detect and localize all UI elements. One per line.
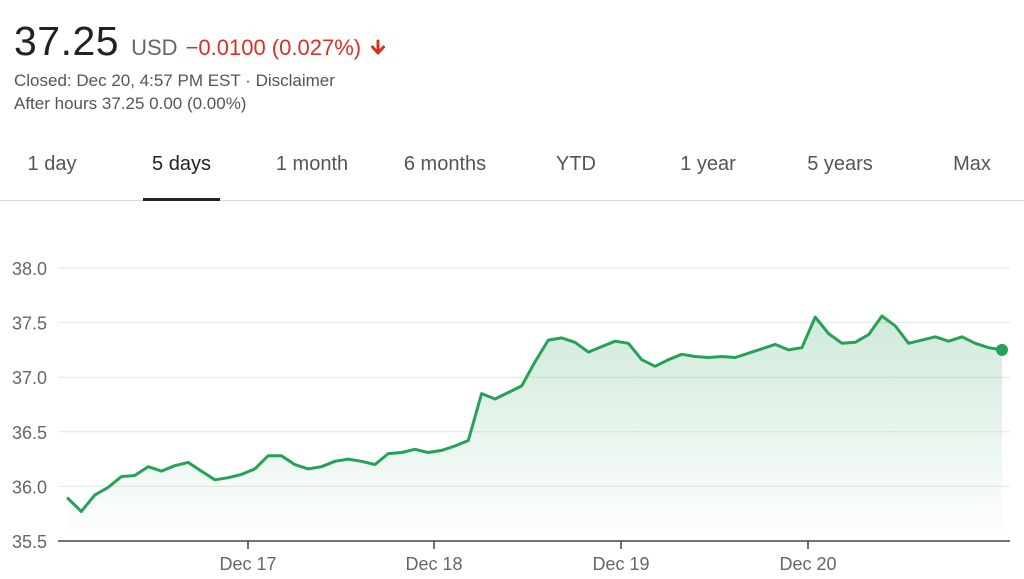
tab-1-day[interactable]: 1 day xyxy=(0,128,104,200)
tab-1-month[interactable]: 1 month xyxy=(250,128,374,200)
after-hours-info: After hours 37.25 0.00 (0.00%) xyxy=(14,94,247,113)
y-tick-label: 35.5 xyxy=(12,532,47,552)
active-tab-indicator xyxy=(143,198,220,201)
tab-label: 1 day xyxy=(27,152,77,175)
last-price-marker xyxy=(996,343,1008,356)
y-tick-label: 36.5 xyxy=(12,423,47,443)
tab-5-years[interactable]: 5 years xyxy=(790,128,890,200)
tab-label: 6 months xyxy=(403,152,487,175)
x-axis: Dec 17 Dec 18 Dec 19 Dec 20 xyxy=(219,541,837,574)
tab-label: YTD xyxy=(556,152,596,175)
x-tick-label: Dec 20 xyxy=(779,554,836,574)
x-tick-label: Dec 17 xyxy=(219,554,276,574)
arrow-down-icon xyxy=(369,39,387,57)
tab-5-days[interactable]: 5 days xyxy=(143,128,220,201)
closed-info: Closed: Dec 20, 4:57 PM EST · Disclaimer xyxy=(14,71,335,90)
tab-label: Max xyxy=(953,152,991,175)
price-chart: 38.037.537.036.536.035.5 Dec 17 Dec 18 Dec… xyxy=(12,259,1010,574)
quote-header: 37.25 USD −0.0100 (0.027%) Closed: Dec 2… xyxy=(14,18,387,114)
tab-max[interactable]: Max xyxy=(940,128,1004,200)
current-price: 37.25 xyxy=(14,18,120,64)
tab-label: 5 days xyxy=(152,152,211,175)
x-tick-label: Dec 18 xyxy=(405,554,462,574)
y-tick-label: 37.5 xyxy=(12,314,47,334)
tab-label: 5 years xyxy=(807,152,873,175)
tab-ytd[interactable]: YTD xyxy=(536,128,616,200)
y-tick-label: 37.0 xyxy=(12,368,47,388)
price-area-fill xyxy=(68,316,1002,541)
y-tick-label: 38.0 xyxy=(12,259,47,279)
price-row: 37.25 USD −0.0100 (0.027%) xyxy=(14,18,387,65)
tab-6-months[interactable]: 6 months xyxy=(380,128,510,200)
y-tick-label: 36.0 xyxy=(12,477,47,497)
range-tabs: 1 day 5 days 1 month 6 months YTD 1 year… xyxy=(0,128,1024,201)
x-tick-label: Dec 19 xyxy=(592,554,649,574)
currency-code: USD xyxy=(131,35,178,60)
tab-label: 1 month xyxy=(275,152,349,175)
price-change: −0.0100 (0.027%) xyxy=(185,35,362,60)
tab-label: 1 year xyxy=(680,152,736,175)
tab-1-year[interactable]: 1 year xyxy=(660,128,756,200)
price-line xyxy=(66,314,1004,513)
y-axis-labels: 38.0 37.5 37.0 36.5 36.0 35.5 xyxy=(12,259,47,552)
